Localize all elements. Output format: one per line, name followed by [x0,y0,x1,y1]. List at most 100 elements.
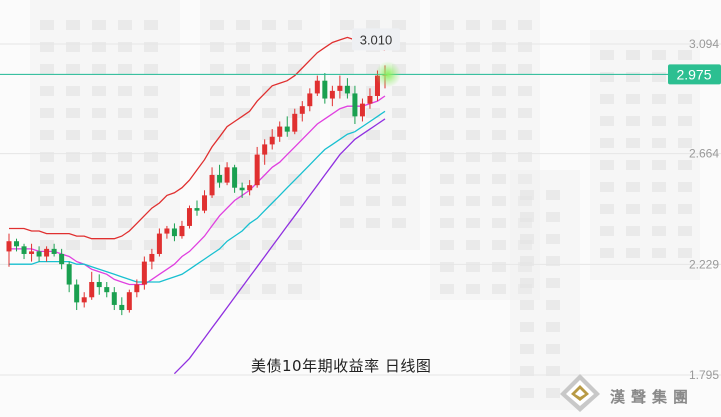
watermark-window [466,42,480,52]
candles [6,65,388,316]
candle-body [171,228,177,237]
watermark-window [40,240,54,250]
watermark-window [600,226,614,236]
indicator-line [9,36,386,240]
watermark-window [92,108,106,118]
candle [337,75,343,99]
watermark-window [210,240,224,250]
watermark-window [118,152,132,162]
candle-body [217,174,223,183]
watermark-window [40,174,54,184]
watermark-window [466,130,480,140]
candle-body [51,248,57,254]
watermark-window [626,160,640,170]
watermark-window [66,196,80,206]
candle [29,243,35,262]
watermark-window [466,64,480,74]
watermark-window [466,218,480,228]
watermark-window [626,226,640,236]
watermark-window [520,300,534,310]
watermark-window [366,20,380,30]
watermark-window [492,196,506,206]
candle [179,220,185,239]
watermark-window [678,116,692,126]
watermark-window [288,284,302,294]
watermark-window [288,218,302,228]
candle-body [156,233,162,254]
candle [81,292,87,308]
candle-body [247,185,253,191]
watermark-window [392,130,406,140]
watermark-window [466,20,480,30]
watermark-window [118,130,132,140]
candle-body [44,248,50,257]
candle [66,261,72,293]
watermark-window [288,64,302,74]
candle [149,248,155,270]
watermark-window [440,262,454,272]
watermark-window [466,240,480,250]
watermark-window [288,152,302,162]
indicator-lines [9,36,386,375]
watermark-window [440,86,454,96]
watermark-window [262,42,276,52]
candle-body [329,90,335,99]
watermark-window [546,190,560,200]
watermark-window [626,138,640,148]
candle-body [352,93,358,117]
watermark-window [652,182,666,192]
candle-body [202,195,208,211]
watermark-window [236,20,250,30]
watermark-window [340,108,354,118]
watermark-window [340,64,354,74]
watermark-window [518,262,532,272]
candle [314,75,320,96]
watermark-window [440,284,454,294]
candle [126,289,132,313]
candle [21,243,27,260]
watermark-window [440,130,454,140]
candle-body [6,241,12,252]
candle [14,238,20,252]
watermark-window [392,196,406,206]
watermark-window [546,388,560,398]
watermark-window [466,284,480,294]
watermark-window [262,240,276,250]
watermark-window [40,108,54,118]
candle-body [367,95,373,104]
candle [186,205,192,229]
watermark-window [546,366,560,376]
candle [292,108,298,135]
candle-body [89,281,95,298]
watermark-window [118,240,132,250]
watermark-window [546,278,560,288]
watermark-window [492,152,506,162]
watermark-window [678,94,692,104]
candle [277,121,283,142]
watermark-window [392,174,406,184]
watermark-window [518,108,532,118]
chart-title: 美债10年期收益率 日线图 [251,357,432,375]
watermark-window [520,344,534,354]
watermark-window [518,152,532,162]
candle [36,246,42,262]
watermark-window [518,42,532,52]
watermark-window [626,72,640,82]
watermark-window [520,212,534,222]
watermark-window [262,108,276,118]
watermark-window [492,86,506,96]
watermark-window [144,108,158,118]
candle-body [299,106,305,114]
watermark-window [392,218,406,228]
watermark-window [678,160,692,170]
watermark-window [40,130,54,140]
watermark-window [546,300,560,310]
watermark-window [678,50,692,60]
price-tick-label: 3.094 [689,37,719,51]
watermark-window [546,234,560,244]
watermark-window [492,262,506,272]
watermark-window [518,196,532,206]
watermark-window [92,20,106,30]
watermark-window [118,174,132,184]
watermark-window [210,64,224,74]
